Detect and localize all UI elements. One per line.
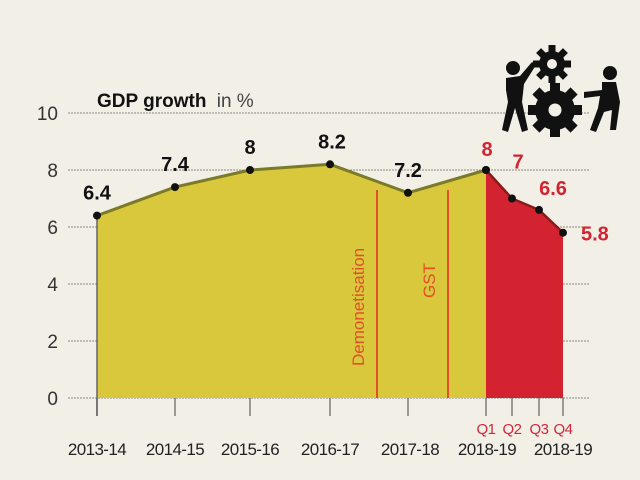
data-point-annual (246, 166, 254, 174)
data-point-annual (171, 183, 179, 192)
x-tick-label: 2013-14 (68, 440, 126, 459)
data-point-quarterly (559, 228, 567, 237)
area-quarterly (486, 170, 563, 398)
data-label-annual: 8.2 (318, 131, 346, 153)
people-turning-gears-icon (502, 45, 620, 137)
data-label-quarterly: 8 (481, 139, 492, 161)
y-tick-label: 0 (47, 389, 58, 410)
y-tick-label: 10 (37, 104, 58, 125)
line-annual (96, 162, 487, 218)
data-point-annual (326, 160, 334, 169)
data-label-annual: 8 (244, 137, 255, 159)
areas (96, 162, 564, 398)
x-tick-label: 2018-19 (534, 440, 592, 459)
data-point-quarterly (508, 194, 516, 203)
data-points (93, 160, 567, 237)
chart-title-main: GDP growth (97, 91, 206, 112)
chart-title: GDP growth in % (97, 91, 254, 112)
data-label-quarterly: 7 (512, 152, 523, 174)
data-point-quarterly (535, 205, 543, 214)
chart-title-unit: in % (217, 91, 254, 112)
quarter-label: Q2 (502, 421, 521, 438)
y-axis-ticks: 0 2 4 6 8 10 (37, 104, 59, 410)
x-axis: 2013-14 2014-15 2015-16 2016-17 2017-18 2018-… (68, 215, 593, 459)
data-point-quarterly (482, 166, 490, 174)
event-label-demonetisation: Demonetisation (349, 248, 368, 366)
x-tick-label: 2015-16 (221, 440, 279, 459)
x-tick-label: 2018-19 (458, 440, 516, 459)
data-label-annual: 7.2 (394, 160, 422, 182)
data-point-annual (404, 188, 412, 197)
data-label-annual: 6.4 (83, 183, 112, 205)
quarter-label: Q3 (529, 421, 548, 438)
data-point-annual (93, 211, 101, 220)
data-label-quarterly: 5.8 (581, 224, 609, 246)
x-tick-label: 2014-15 (146, 440, 204, 459)
x-tick-label: 2017-18 (381, 440, 439, 459)
x-tick-label: 2016-17 (301, 440, 359, 459)
y-tick-label: 4 (47, 275, 58, 296)
event-label-gst: GST (420, 263, 439, 298)
event-markers: Demonetisation GST (349, 190, 449, 398)
y-tick-label: 6 (47, 218, 58, 239)
y-tick-label: 8 (47, 161, 58, 182)
data-label-annual: 7.4 (161, 154, 190, 176)
quarter-label: Q4 (553, 421, 572, 438)
line-quarterly (485, 169, 564, 234)
quarter-label: Q1 (476, 421, 495, 438)
y-tick-label: 2 (47, 332, 58, 353)
data-label-quarterly: 6.6 (539, 178, 567, 200)
area-annual (97, 164, 486, 398)
